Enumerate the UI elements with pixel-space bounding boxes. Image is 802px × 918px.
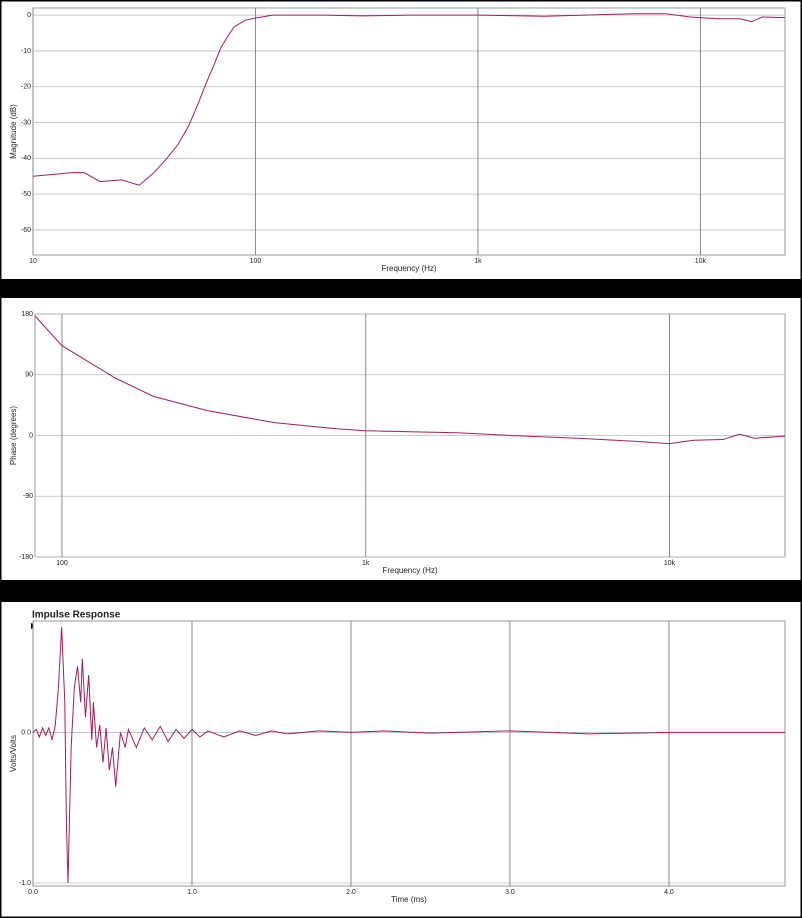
y-tick-label: -50 xyxy=(21,191,31,198)
y-tick-label: -1.0 xyxy=(19,880,31,887)
y-tick-label: -90 xyxy=(23,493,33,500)
plot-area xyxy=(32,620,786,887)
plot-area xyxy=(32,7,786,256)
x-axis-label: Time (ms) xyxy=(391,895,427,904)
y-tick-label: -60 xyxy=(21,227,31,234)
x-tick-label: 3.0 xyxy=(505,889,515,896)
data-line xyxy=(32,13,786,186)
y-axis-label: Phase (degrees) xyxy=(9,406,18,465)
y-tick-label: 0.0 xyxy=(21,729,31,736)
data-line xyxy=(34,315,786,445)
y-tick-label: -180 xyxy=(19,554,33,561)
y-tick-label: 0 xyxy=(29,432,33,439)
x-axis-label: Frequency (Hz) xyxy=(382,566,437,575)
y-tick-label: -10 xyxy=(21,48,31,55)
x-tick-label: 2.0 xyxy=(346,889,356,896)
x-tick-label: 1k xyxy=(474,258,482,265)
y-axis-label: Volts/Volts xyxy=(9,735,18,772)
y-tick-label: 0 xyxy=(27,12,31,19)
chart-title: Impulse Response xyxy=(32,610,121,621)
y-tick-label: -30 xyxy=(21,119,31,126)
x-tick-label: 10k xyxy=(664,560,676,567)
y-tick-label: 180 xyxy=(21,311,33,318)
x-tick-label: 1.0 xyxy=(187,889,197,896)
x-tick-label: 100 xyxy=(250,258,262,265)
y-tick-label: -40 xyxy=(21,155,31,162)
divider xyxy=(0,279,802,298)
x-axis-label: Frequency (Hz) xyxy=(381,264,436,273)
y-tick-label: 90 xyxy=(25,372,33,379)
y-tick-label: -20 xyxy=(21,84,31,91)
divider xyxy=(0,580,802,602)
x-tick-label: 4.0 xyxy=(664,889,674,896)
x-tick-label: 100 xyxy=(56,560,68,567)
x-tick-label: 10 xyxy=(29,258,37,265)
x-tick-label: 0.0 xyxy=(28,889,38,896)
x-tick-label: 1k xyxy=(362,560,370,567)
x-tick-label: 10k xyxy=(695,258,707,265)
data-line xyxy=(32,626,785,884)
y-axis-label: Magnitude (dB) xyxy=(9,104,18,159)
